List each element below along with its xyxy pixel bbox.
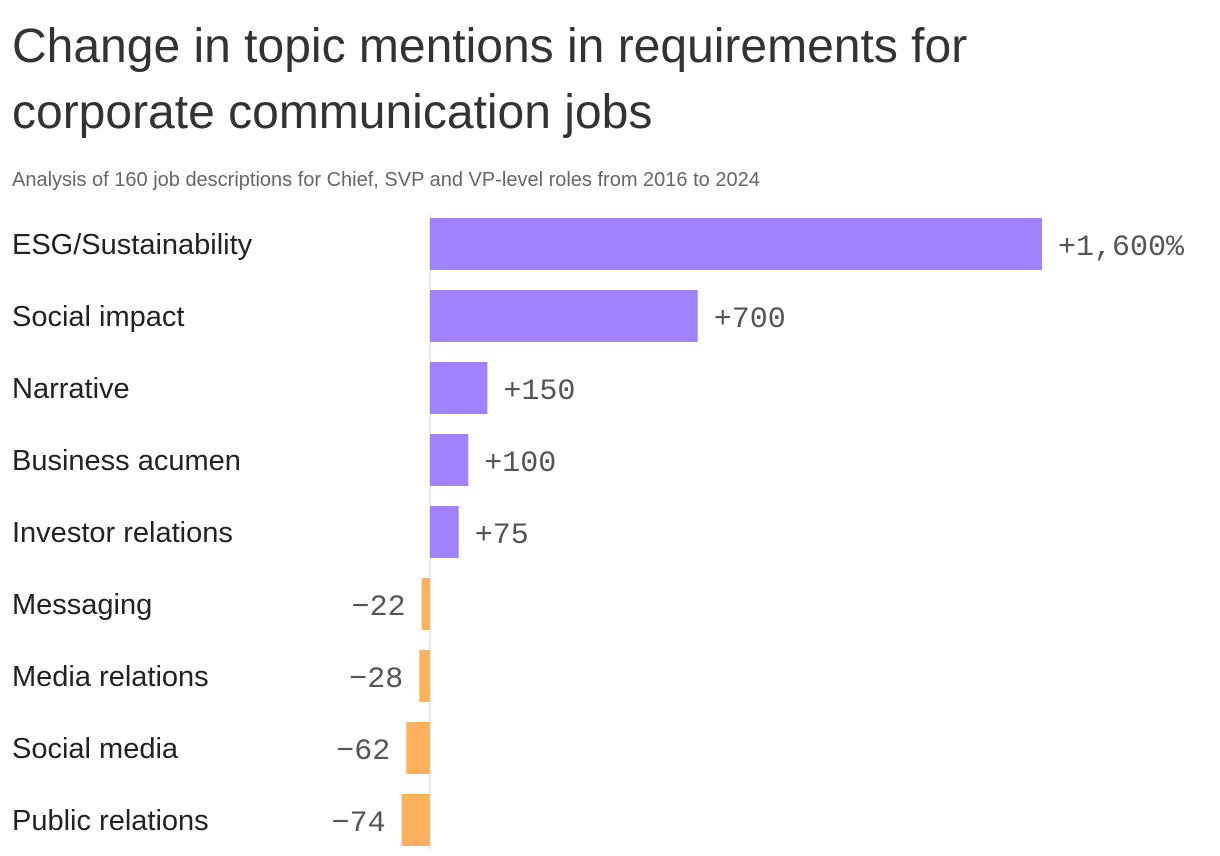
value-label: −62 [336, 735, 390, 769]
category-label: Media relations [12, 661, 209, 693]
category-label: Social impact [12, 301, 184, 333]
bar [430, 290, 698, 342]
value-label: +150 [503, 375, 575, 409]
bar [419, 650, 430, 702]
bar [430, 434, 469, 486]
bar [430, 218, 1042, 270]
category-label: Narrative [12, 373, 130, 405]
chart-subtitle: Analysis of 160 job descriptions for Chi… [12, 169, 760, 191]
value-label: −22 [352, 591, 406, 625]
value-label: −28 [349, 663, 403, 697]
value-label: +1,600% [1058, 231, 1185, 265]
bar [406, 722, 430, 774]
category-label: Public relations [12, 805, 209, 837]
bar [430, 506, 459, 558]
category-label: Messaging [12, 589, 152, 621]
value-label: +100 [484, 447, 556, 481]
category-label: Social media [12, 733, 179, 765]
category-label: Business acumen [12, 445, 241, 477]
value-label: +700 [714, 303, 786, 337]
value-label: −74 [332, 807, 386, 841]
chart-title: Change in topic mentions in requirements… [12, 20, 968, 139]
value-label: +75 [475, 519, 529, 553]
category-label: Investor relations [12, 517, 233, 549]
category-label: ESG/Sustainability [12, 229, 253, 261]
bar [401, 794, 430, 846]
bar [430, 362, 488, 414]
bar [421, 578, 430, 630]
